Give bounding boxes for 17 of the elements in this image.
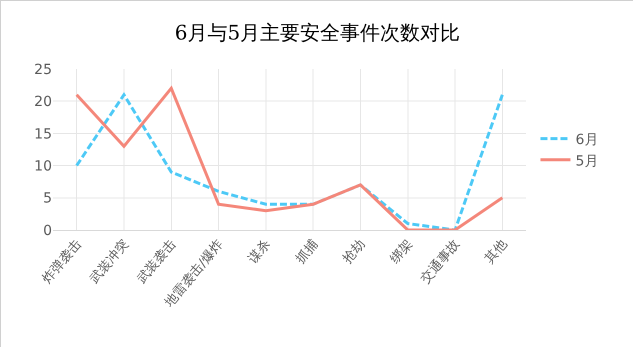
x-tick-label: 其他 — [482, 237, 510, 267]
chart-title: 6月与5月主要安全事件次数对比 — [174, 20, 460, 44]
x-tick-label: 谋杀 — [246, 237, 274, 267]
y-tick-label: 5 — [43, 190, 52, 207]
y-tick-label: 20 — [34, 94, 52, 110]
legend-label: 5月 — [575, 153, 598, 170]
y-tick-label: 15 — [34, 126, 52, 142]
x-tick-label: 绑架 — [388, 237, 416, 267]
x-tick-label: 抓捕 — [292, 237, 322, 267]
x-tick-label: 交通事故 — [417, 236, 464, 287]
y-tick-label: 10 — [34, 158, 52, 174]
x-tick-label: 武装冲突 — [87, 237, 132, 287]
y-tick-label: 25 — [34, 62, 52, 78]
legend-label: 6月 — [575, 132, 598, 148]
x-tick-label: 抢劫 — [340, 237, 368, 267]
x-tick-label: 炸弹袭击 — [40, 237, 85, 287]
y-tick-label: 0 — [43, 222, 52, 239]
